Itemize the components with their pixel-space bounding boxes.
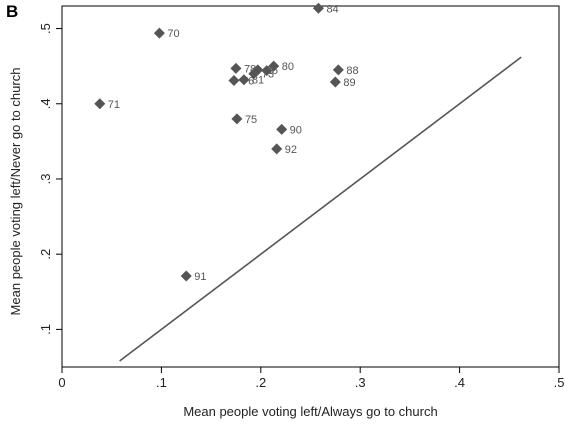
y-tick-label: .4 [38, 98, 53, 109]
axes: 0 .1 .2 .3 .4 .5 .1 .2 .3 .4 .5 [38, 5, 565, 390]
data-point-label: 84 [326, 3, 338, 15]
y-tick-label: .2 [38, 249, 53, 260]
data-point-marker [228, 74, 240, 86]
y-tick-label: .3 [38, 174, 53, 185]
x-tick-label: .4 [454, 375, 465, 390]
data-point-marker [231, 113, 243, 125]
data-point-label: 75 [245, 114, 257, 126]
plot-frame [61, 5, 560, 368]
data-point-marker [94, 98, 106, 110]
data-point-label: 80 [282, 61, 294, 73]
x-tick-label: .5 [554, 375, 565, 390]
points-group: 847078808588768173897175909291 [94, 2, 359, 283]
data-point-marker [332, 64, 344, 76]
x-tick-label: .1 [156, 375, 167, 390]
x-axis-title: Mean people voting left/Always go to chu… [183, 404, 437, 419]
data-point-marker [238, 74, 250, 86]
reference-line [119, 56, 522, 362]
y-tick-label: .5 [38, 23, 53, 34]
panel-letter: B [6, 2, 19, 21]
data-point-label: 70 [167, 28, 179, 40]
data-point-label: 88 [346, 65, 358, 77]
data-point-marker [276, 123, 288, 135]
reference-line-group [119, 56, 522, 362]
data-point-label: 91 [194, 271, 206, 283]
data-point-marker [248, 68, 260, 80]
x-tick-label: 0 [58, 375, 65, 390]
data-point-marker [268, 60, 280, 72]
x-tick-label: .2 [255, 375, 266, 390]
data-point-label: 90 [290, 124, 302, 136]
data-point-marker [180, 270, 192, 282]
y-axis-title: Mean people voting left/Never go to chur… [8, 68, 23, 316]
data-point-marker [271, 143, 283, 155]
data-point-marker [312, 2, 324, 14]
data-point-marker [230, 62, 242, 74]
data-point-label: 89 [343, 77, 355, 89]
data-point-marker [153, 27, 165, 39]
data-point-marker [329, 76, 341, 88]
data-point-label: 92 [285, 144, 297, 156]
y-tick-label: .1 [38, 324, 53, 335]
x-tick-label: .3 [355, 375, 366, 390]
data-point-label: 71 [108, 99, 120, 111]
data-point-label: 73 [262, 69, 274, 81]
data-point-marker [261, 65, 273, 77]
